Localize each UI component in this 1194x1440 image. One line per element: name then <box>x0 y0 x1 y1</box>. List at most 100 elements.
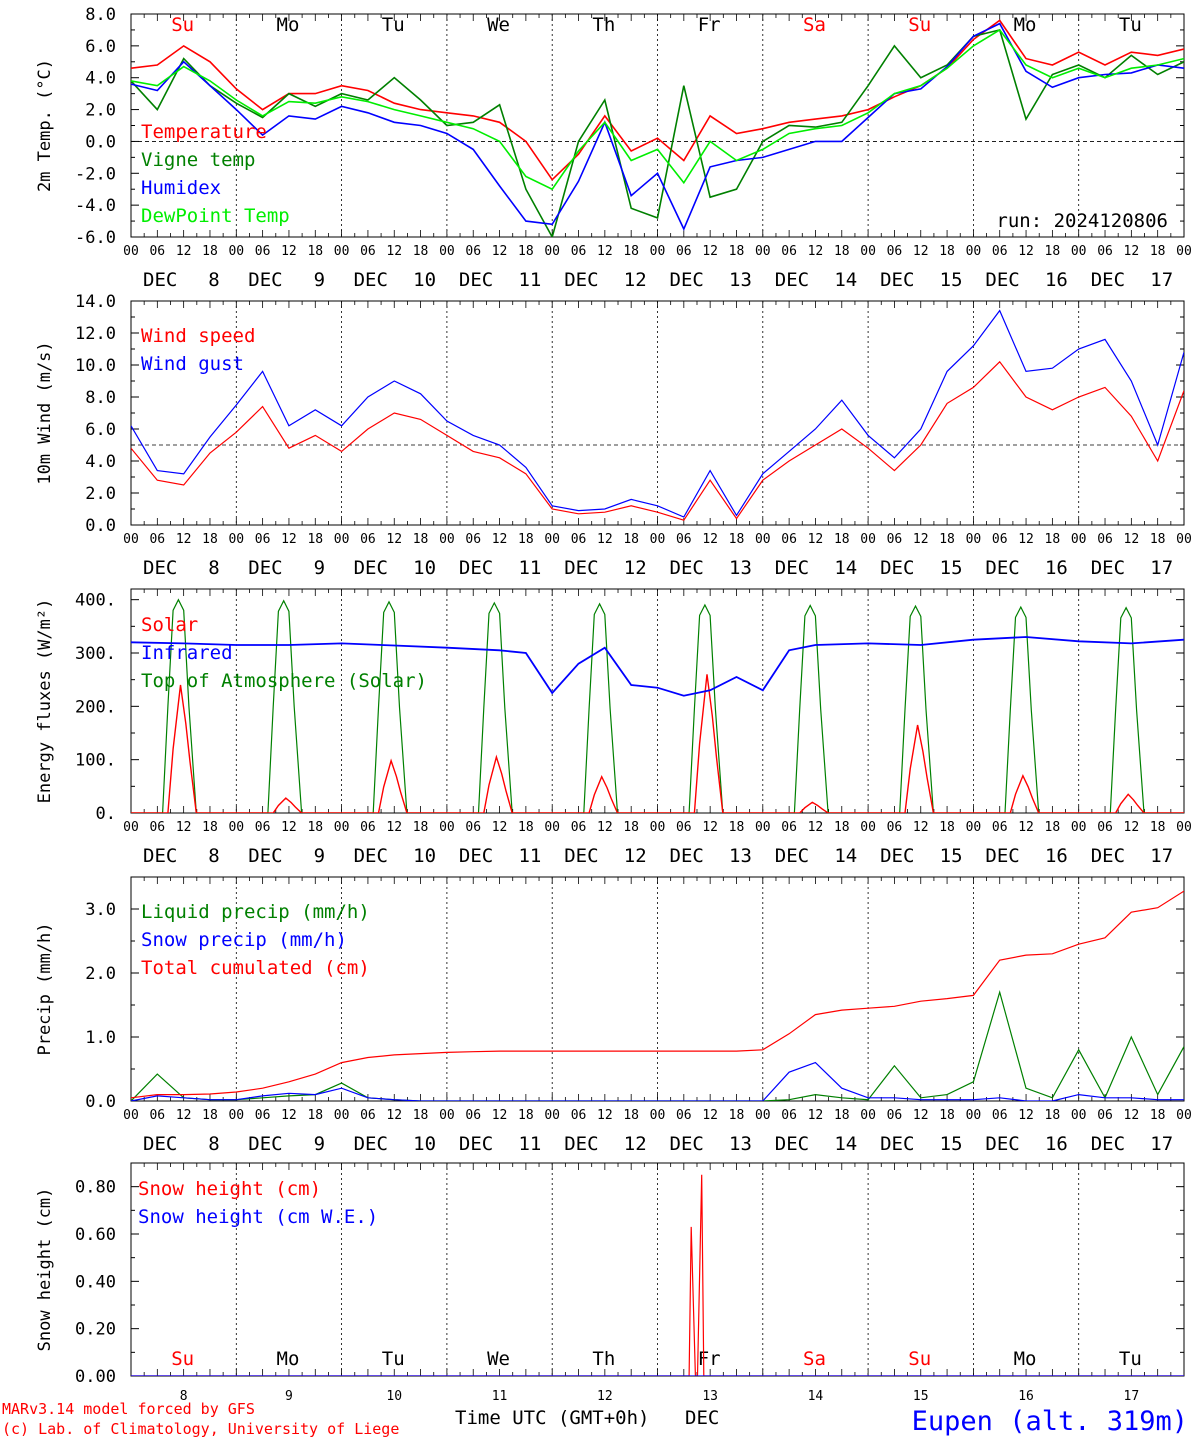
date-day-label: 8 <box>180 1389 188 1404</box>
hour-tick-label: 12 <box>386 1108 402 1123</box>
hour-tick-label: 18 <box>307 820 323 835</box>
y-tick-label: 4.0 <box>85 69 116 89</box>
hour-tick-label: 00 <box>966 820 982 835</box>
y-axis-label: Snow height (cm) <box>35 1188 55 1352</box>
hour-tick-label: 18 <box>518 1108 534 1123</box>
hour-tick-label: 18 <box>1045 532 1061 547</box>
hour-tick-label: 12 <box>492 820 508 835</box>
hour-tick-label: 00 <box>439 1108 455 1123</box>
y-tick-label: -2.0 <box>75 164 116 184</box>
series-line-wind-speed <box>131 360 1184 521</box>
date-month-label: DEC <box>459 845 493 867</box>
hour-tick-label: 12 <box>913 1108 929 1123</box>
date-month-label: DEC <box>354 845 388 867</box>
series-group <box>131 598 1184 813</box>
hour-tick-label: 06 <box>149 1108 165 1123</box>
date-month-label: DEC <box>248 269 282 291</box>
date-month-label: DEC <box>985 557 1019 579</box>
hour-tick-label: 12 <box>702 820 718 835</box>
date-day-label: 17 <box>1150 1133 1173 1155</box>
hour-tick-label: 18 <box>1150 1108 1166 1123</box>
hour-tick-label: 00 <box>228 244 244 259</box>
date-month-label: DEC <box>354 1133 388 1155</box>
hour-tick-label: 12 <box>1018 244 1034 259</box>
date-day-label: 9 <box>314 845 325 867</box>
hour-tick-label: 12 <box>1124 820 1140 835</box>
hour-tick-label: 06 <box>571 244 587 259</box>
series-group <box>131 19 1184 237</box>
date-month-label: DEC <box>775 557 809 579</box>
date-day-label: 13 <box>729 269 752 291</box>
date-day-label: 11 <box>518 269 541 291</box>
weekday-label: Tu <box>382 14 405 36</box>
y-tick-label: 2.0 <box>85 484 116 504</box>
hour-tick-label: 00 <box>544 820 560 835</box>
hour-tick-label: 12 <box>386 244 402 259</box>
hour-tick-label: 18 <box>834 532 850 547</box>
legend-entry: Snow height (cm) <box>138 1178 321 1200</box>
y-tick-label: 8.0 <box>85 388 116 408</box>
date-day-label: 14 <box>808 1389 824 1404</box>
series-line-liquid-precip-mm-h- <box>131 990 1184 1101</box>
weekday-label: Sa <box>803 1348 826 1370</box>
y-tick-label: 4.0 <box>85 452 116 472</box>
date-month-label: DEC <box>459 1133 493 1155</box>
date-month-label: DEC <box>1091 1133 1125 1155</box>
hour-tick-label: 18 <box>413 532 429 547</box>
y-tick-label: 0. <box>96 804 116 824</box>
date-day-label: 9 <box>314 269 325 291</box>
temperature-panel: -6.0 -4.0 -2.0 0.0 2.0 4.0 6.0 8.0 2m Temp. (°C)… <box>35 5 1192 291</box>
date-day-label: 10 <box>386 1389 402 1404</box>
hour-tick-label: 06 <box>255 532 271 547</box>
weekday-label: Fr <box>698 1348 721 1370</box>
hour-tick-label: 12 <box>702 532 718 547</box>
hour-tick-label: 18 <box>202 1108 218 1123</box>
weekday-label: Su <box>908 14 931 36</box>
hour-tick-label: 06 <box>676 820 692 835</box>
hour-tick-label: 06 <box>571 1108 587 1123</box>
hour-tick-label: 12 <box>281 244 297 259</box>
hour-tick-label: 00 <box>228 820 244 835</box>
hour-tick-label: 06 <box>571 532 587 547</box>
hour-tick-label: 18 <box>413 244 429 259</box>
hour-tick-label: 18 <box>623 1108 639 1123</box>
hour-tick-label: 18 <box>1150 820 1166 835</box>
date-month-label: DEC <box>1091 845 1125 867</box>
hour-tick-label: 12 <box>492 532 508 547</box>
energy-flux-panel: 0. 100. 200. 300. 400. Energy fluxes (W/m²) 00… <box>35 588 1192 867</box>
y-axis-label: Precip (mm/h) <box>35 922 55 1055</box>
hour-tick-label: 18 <box>939 532 955 547</box>
hour-tick-label: 06 <box>1097 820 1113 835</box>
date-month-label: DEC <box>670 1133 704 1155</box>
date-month-label: DEC <box>775 1133 809 1155</box>
hour-tick-label: 06 <box>781 820 797 835</box>
hour-tick-label: 00 <box>1071 1108 1087 1123</box>
date-month-label: DEC <box>564 1133 598 1155</box>
hour-tick-label: 12 <box>176 820 192 835</box>
y-tick-label: 6.0 <box>85 37 116 57</box>
hour-tick-label: 06 <box>887 244 903 259</box>
hour-tick-label: 00 <box>755 820 771 835</box>
hour-tick-label: 12 <box>1124 244 1140 259</box>
date-month-label: DEC <box>880 557 914 579</box>
hour-tick-label: 06 <box>571 820 587 835</box>
y-tick-label: -6.0 <box>75 228 116 248</box>
y-tick-label: 3.0 <box>85 900 116 920</box>
date-day-label: 15 <box>940 845 963 867</box>
date-month-label: DEC <box>1091 269 1125 291</box>
date-day-label: 12 <box>624 845 647 867</box>
weekday-label: Tu <box>1119 14 1142 36</box>
hour-tick-label: 06 <box>360 244 376 259</box>
hour-tick-label: 00 <box>860 532 876 547</box>
hour-tick-label: 18 <box>729 820 745 835</box>
legend-entry: Wind speed <box>141 325 255 347</box>
weekday-label: Th <box>592 14 615 36</box>
date-day-label: 17 <box>1150 845 1173 867</box>
hour-tick-label: 06 <box>781 532 797 547</box>
hour-tick-label: 18 <box>834 820 850 835</box>
weekday-label: Th <box>592 1348 615 1370</box>
hour-tick-label: 18 <box>939 820 955 835</box>
date-day-label: 12 <box>597 1389 613 1404</box>
hour-tick-label: 06 <box>992 532 1008 547</box>
